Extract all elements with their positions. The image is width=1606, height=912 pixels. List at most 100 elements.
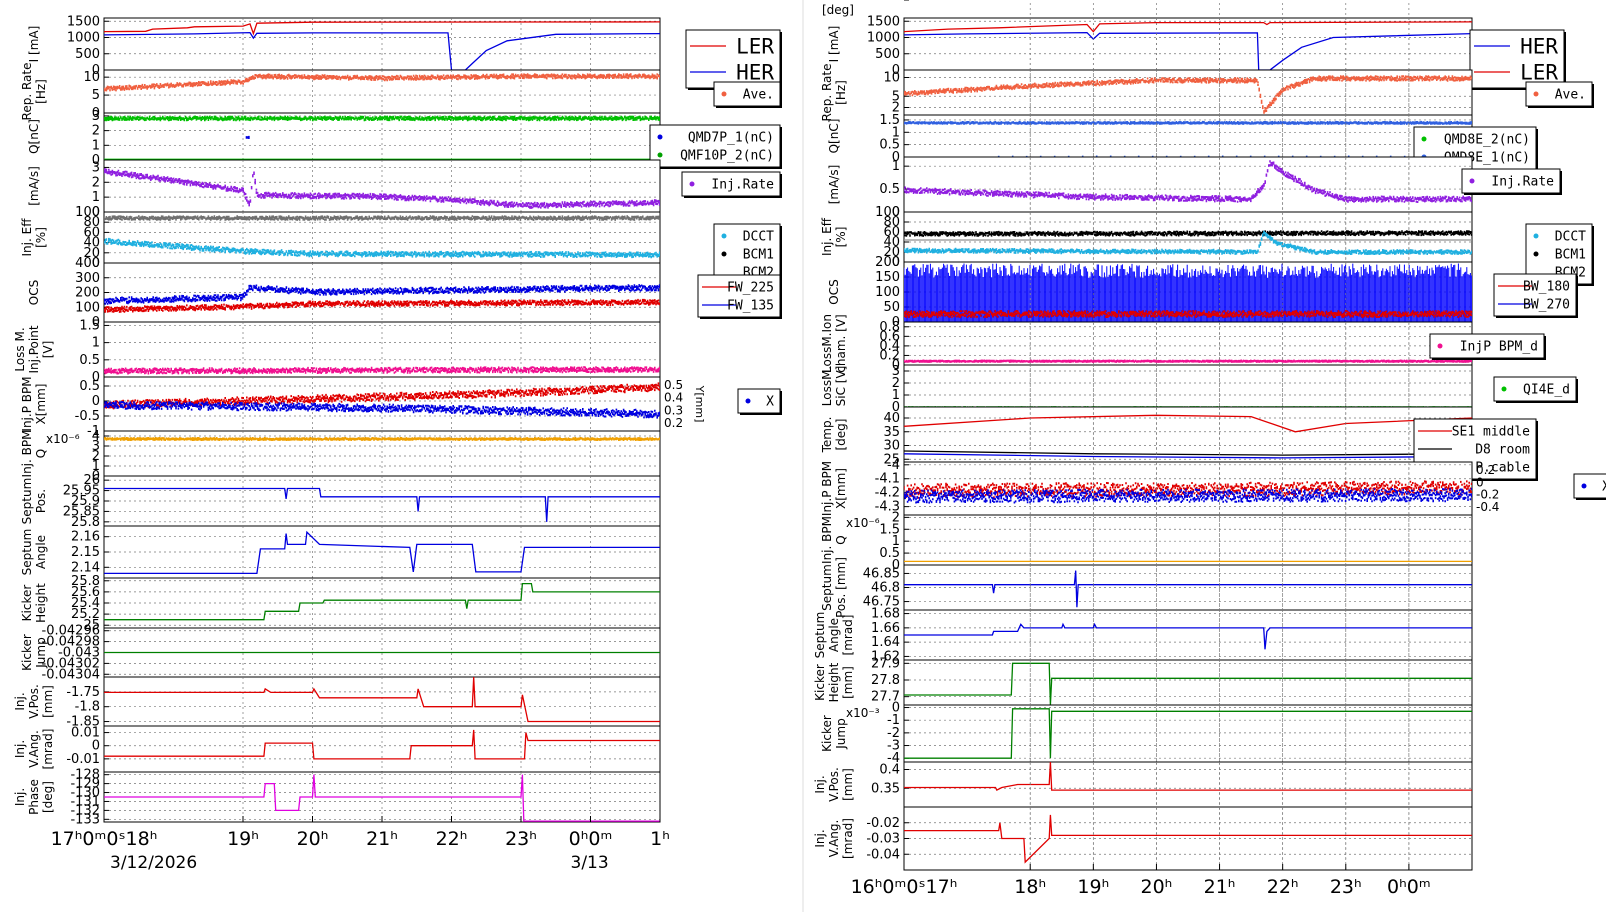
y-axis-label-line: [mA/s] [827, 165, 841, 205]
plot-frame [903, 609, 1473, 661]
y-axis-label-line: X[mm] [34, 384, 48, 425]
y-tick-label: 25.8 [71, 574, 100, 589]
plot-frame [903, 806, 1473, 871]
y-axis-label-line: Inj. [13, 740, 27, 758]
y-tick-label: -0.04304 [42, 667, 100, 682]
series-line-HER [104, 31, 660, 70]
legend-label: Inj.Rate [711, 178, 774, 193]
y-tick-label: 25.8 [71, 515, 100, 530]
y-axis-label-line: Jump [34, 637, 48, 668]
y-axis-label: SeptumPos. [20, 478, 48, 525]
y-tick-label: 2.15 [71, 545, 100, 560]
chart-row-left-1: 0 5 10 Rep. Rate[Hz] [20, 63, 661, 121]
y-tick-label: 46.8 [871, 581, 900, 596]
y-tick-label: 60 [883, 225, 900, 240]
chart-row-right-13: 27.7 27.8 27.9 KickerHeight[mm] [813, 656, 1473, 706]
y-axis-label-line: [Hz] [34, 79, 48, 104]
x-tick-label: 23ʰ [1330, 876, 1362, 898]
plot-data [104, 437, 660, 441]
y-axis-label: OCS [827, 279, 841, 304]
right-tick-label: 0 [1476, 475, 1484, 489]
y-tick-label: 25 [883, 452, 900, 467]
plot-data [104, 729, 660, 760]
y-axis-label: SeptumAngle[mrad] [813, 612, 855, 659]
plot-frame [903, 156, 1473, 213]
y-axis-label: Inj. Eff[%] [20, 218, 48, 257]
y-tick-label: 2.16 [71, 530, 100, 545]
legend-swatch-dot [721, 233, 727, 239]
y-tick-label: -1 [887, 713, 900, 728]
y-tick-label: 1 [92, 336, 100, 351]
legend-label: QMD8E_2(nC) [1444, 133, 1530, 148]
y-tick-label: -1.85 [66, 715, 100, 730]
y-axis-label: Inj.P BPMX[mm] [20, 376, 48, 431]
x-tick-label: 20ʰ [1141, 876, 1173, 898]
y-axis-label-line: Q[nC] [827, 119, 841, 154]
y-tick-label: 80 [83, 215, 100, 230]
y-tick-label: 0.4 [879, 339, 900, 354]
y-axis-label: SeptumPos. [mm] [820, 557, 848, 618]
y-tick-label: -133 [70, 812, 100, 827]
y-tick-label: 0 [892, 400, 900, 415]
x-tick-label: 0ʰ0ᵐ [1387, 876, 1431, 898]
chart-row-right-12: 1.621.641.661.68 SeptumAngle[mrad] [813, 607, 1473, 664]
y-tick-label: 46.85 [863, 566, 900, 581]
y-axis-label: Inj.Phase[deg] [820, 0, 856, 17]
y-tick-label: 100 [75, 300, 100, 315]
y-axis-label-line: [%] [34, 227, 48, 248]
y-tick-label: 1.68 [871, 607, 900, 622]
y-tick-label: 0.35 [871, 781, 900, 796]
plot-data [104, 73, 660, 92]
y-tick-label: 0 [892, 205, 900, 220]
x-tick-label: 17ʰ0ᵐ0ˢ18ʰ [51, 828, 158, 850]
y-tick-label: 0 [92, 394, 100, 409]
plot-data [904, 570, 1472, 608]
y-axis-label-line: V.Ang. [827, 820, 841, 858]
y-tick-label: 200 [75, 286, 100, 301]
y-axis-label-line: Jump [834, 718, 848, 749]
legend-swatch-dot [657, 152, 663, 158]
legend-box [1461, 168, 1561, 194]
legend-label: FW_225 [727, 281, 774, 296]
plot-frame [903, 659, 1473, 706]
y-axis-label: [mA/s] [827, 165, 841, 205]
legend-swatch-dot [1533, 233, 1539, 239]
legend-label: X [1602, 480, 1606, 495]
y-axis-label-line: Loss M. [13, 327, 27, 371]
y-exponent: x10⁻⁶ [46, 432, 80, 446]
legend-label: LER [1520, 60, 1558, 84]
y-tick-label: 25.85 [63, 504, 100, 519]
chart-row-left-15: -133-132-131-130-129-128 Inj.Phase[deg] [13, 768, 661, 827]
y-axis-label-line: Kicker [813, 664, 827, 701]
y-axis-label-line: Inj. BPM [20, 430, 34, 478]
y-tick-label: 0 [892, 315, 900, 330]
legend-swatch-dot [1533, 91, 1539, 97]
y-axis-label-line: Inj. [813, 775, 827, 793]
y-axis-label-line: Rep. Rate [820, 64, 834, 122]
chart-row-right-1: 25 10 Rep. Rate[Hz] [820, 64, 1473, 122]
y-tick-label: 40 [883, 411, 900, 426]
y-axis-label-line: Rep. Rate [20, 63, 34, 121]
x-tick-label: 18ʰ [1014, 876, 1046, 898]
y-axis-label-line: [mrad] [41, 729, 55, 770]
legend-label: QI4E_d [1523, 383, 1570, 398]
y-tick-label: 50 [883, 300, 900, 315]
series-scatter-loss [104, 366, 660, 375]
y-axis-label: Inj.P BPMX[mm] [820, 461, 848, 516]
series-scatter-FW_225 [104, 298, 660, 313]
y-tick-label: -0.043 [58, 646, 100, 661]
plot-frame [903, 17, 1473, 71]
legend-left-7: X [737, 388, 782, 415]
legend-label: BCM1 [1555, 248, 1586, 263]
y-tick-label: 0 [892, 63, 900, 78]
plot-data [104, 115, 660, 160]
plot-data [904, 708, 1472, 759]
y-axis-label-line: [mrad] [841, 818, 855, 859]
series-scatter-X [104, 400, 660, 419]
